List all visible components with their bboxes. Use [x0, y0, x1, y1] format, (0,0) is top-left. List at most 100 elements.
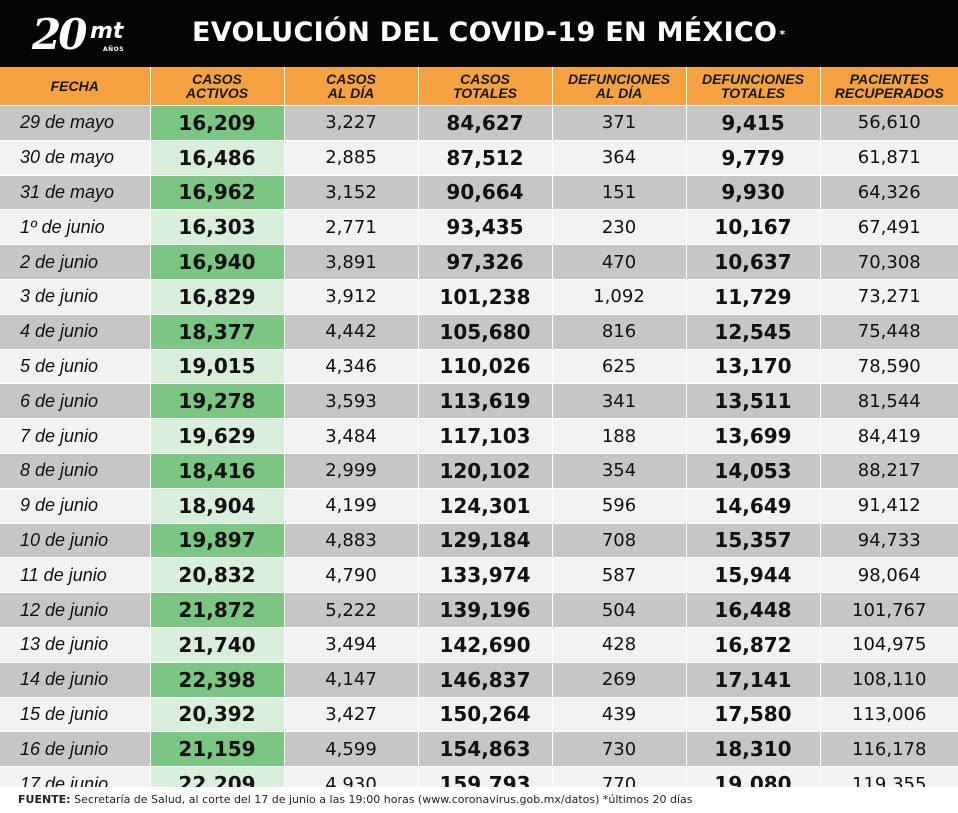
table-row: 11 de junio 20,832 4,790 133,974 587 15,944 98… — [0, 557, 958, 593]
cell-fecha: 12 de junio — [0, 592, 151, 628]
cell-pacientes-recuperados: 78,590 — [820, 349, 958, 384]
cell-casos-totales: 90,664 — [418, 175, 553, 210]
cell-defunciones-totales: 10,167 — [686, 209, 821, 245]
cell-casos-totales: 139,196 — [418, 592, 553, 628]
cell-casos-activos: 16,829 — [150, 279, 285, 315]
cell-pacientes-recuperados: 108,110 — [820, 662, 958, 698]
cell-defunciones-totales: 17,580 — [686, 697, 821, 732]
cell-casos-al-dia: 3,912 — [284, 279, 419, 315]
cell-casos-totales: 133,974 — [418, 557, 553, 593]
cell-fecha: 1º de junio — [0, 209, 151, 245]
cell-defunciones-totales: 16,448 — [686, 592, 821, 628]
cell-defunciones-al-dia: 708 — [552, 523, 687, 558]
cell-fecha: 30 de mayo — [0, 140, 151, 176]
cell-defunciones-totales: 17,141 — [686, 662, 821, 698]
source-note: FUENTE: Secretaría de Salud, al corte de… — [18, 793, 692, 806]
cell-casos-al-dia: 2,999 — [284, 453, 419, 489]
cell-casos-totales: 146,837 — [418, 662, 553, 698]
cell-casos-activos: 19,897 — [150, 523, 285, 558]
cell-defunciones-al-dia: 596 — [552, 488, 687, 524]
title-footnote-mark: * — [779, 28, 786, 41]
cell-casos-activos: 20,392 — [150, 697, 285, 732]
table-header-row: FECHA CASOS ACTIVOS CASOS AL DÍA CASOS TOTA… — [0, 67, 958, 106]
cell-casos-activos: 16,303 — [150, 209, 285, 245]
column-header-line: TOTALES — [720, 85, 786, 101]
cell-casos-al-dia: 3,152 — [284, 175, 419, 210]
cell-defunciones-totales: 15,944 — [686, 557, 821, 593]
column-header-defunciones-al-dia: DEFUNCIONES AL DÍA — [552, 67, 687, 106]
column-header-defunciones-totales: DEFUNCIONES TOTALES — [686, 67, 821, 106]
cell-defunciones-totales: 15,357 — [686, 523, 821, 558]
cell-casos-activos: 16,962 — [150, 175, 285, 210]
table-row: 30 de mayo 16,486 2,885 87,512 364 9,779 61,87… — [0, 140, 958, 176]
cell-defunciones-al-dia: 151 — [552, 175, 687, 210]
cell-fecha: 5 de junio — [0, 349, 151, 384]
cell-defunciones-totales: 16,872 — [686, 627, 821, 663]
cell-casos-activos: 21,872 — [150, 592, 285, 628]
cell-fecha: 8 de junio — [0, 453, 151, 489]
source-footer: FUENTE: Secretaría de Salud, al corte de… — [0, 787, 958, 813]
logo-anniversary-number: 20 — [32, 10, 87, 59]
cell-fecha: 6 de junio — [0, 383, 151, 419]
column-header-line: AL DÍA — [595, 85, 643, 101]
cell-fecha: 9 de junio — [0, 488, 151, 524]
page-title-text: EVOLUCIÓN DEL COVID-19 EN MÉXICO — [192, 17, 778, 48]
table-row: 7 de junio 19,629 3,484 117,103 188 13,699 84,… — [0, 418, 958, 454]
column-header-line: TOTALES — [452, 85, 518, 101]
cell-defunciones-al-dia: 439 — [552, 697, 687, 732]
cell-casos-al-dia: 4,442 — [284, 314, 419, 350]
cell-defunciones-al-dia: 428 — [552, 627, 687, 663]
cell-pacientes-recuperados: 56,610 — [820, 105, 958, 141]
cell-casos-totales: 142,690 — [418, 627, 553, 663]
cell-casos-al-dia: 3,427 — [284, 697, 419, 732]
cell-casos-activos: 21,740 — [150, 627, 285, 663]
column-header-casos-al-dia: CASOS AL DÍA — [284, 67, 419, 106]
cell-defunciones-al-dia: 1,092 — [552, 279, 687, 315]
cell-defunciones-totales: 13,699 — [686, 418, 821, 454]
header-bar: 20 mt AÑOS EVOLUCIÓN DEL COVID-19 EN MÉX… — [0, 0, 958, 67]
cell-casos-al-dia: 3,593 — [284, 383, 419, 419]
column-header-line: RECUPERADOS — [834, 85, 944, 101]
table-row: 10 de junio 19,897 4,883 129,184 708 15,357 94… — [0, 523, 958, 558]
cell-casos-activos: 16,940 — [150, 244, 285, 280]
cell-casos-totales: 93,435 — [418, 209, 553, 245]
column-header-line: AL DÍA — [327, 85, 375, 101]
column-header-casos-totales: CASOS TOTALES — [418, 67, 553, 106]
column-header-fecha: FECHA — [0, 67, 151, 106]
table-row: 13 de junio 21,740 3,494 142,690 428 16,872 10… — [0, 627, 958, 663]
column-header-line: CASOS — [460, 71, 510, 87]
cell-casos-al-dia: 4,883 — [284, 523, 419, 558]
source-label: FUENTE: — [18, 793, 71, 806]
cell-casos-activos: 19,278 — [150, 383, 285, 419]
logo-brand-text: mt — [90, 19, 124, 44]
cell-pacientes-recuperados: 98,064 — [820, 557, 958, 593]
cell-fecha: 13 de junio — [0, 627, 151, 663]
page-title: EVOLUCIÓN DEL COVID-19 EN MÉXICO * — [192, 14, 785, 52]
cell-casos-totales: 124,301 — [418, 488, 553, 524]
column-header-line: ACTIVOS — [185, 85, 249, 101]
cell-defunciones-al-dia: 188 — [552, 418, 687, 454]
table-row: 12 de junio 21,872 5,222 139,196 504 16,448 10… — [0, 592, 958, 628]
cell-casos-totales: 150,264 — [418, 697, 553, 732]
cell-defunciones-totales: 18,310 — [686, 731, 821, 767]
table-row: 16 de junio 21,159 4,599 154,863 730 18,310 11… — [0, 731, 958, 767]
cell-casos-totales: 129,184 — [418, 523, 553, 558]
cell-defunciones-al-dia: 730 — [552, 731, 687, 767]
cell-defunciones-al-dia: 371 — [552, 105, 687, 141]
column-header-casos-activos: CASOS ACTIVOS — [150, 67, 285, 106]
cell-defunciones-al-dia: 816 — [552, 314, 687, 350]
cell-pacientes-recuperados: 67,491 — [820, 209, 958, 245]
cell-pacientes-recuperados: 101,767 — [820, 592, 958, 628]
column-header-line: DEFUNCIONES — [702, 71, 804, 87]
cell-fecha: 16 de junio — [0, 731, 151, 767]
cell-defunciones-al-dia: 504 — [552, 592, 687, 628]
cell-casos-al-dia: 4,346 — [284, 349, 419, 384]
cell-casos-activos: 18,904 — [150, 488, 285, 524]
cell-fecha: 10 de junio — [0, 523, 151, 558]
cell-defunciones-totales: 9,930 — [686, 175, 821, 210]
cell-fecha: 14 de junio — [0, 662, 151, 698]
cell-casos-al-dia: 4,147 — [284, 662, 419, 698]
cell-casos-activos: 18,416 — [150, 453, 285, 489]
cell-fecha: 4 de junio — [0, 314, 151, 350]
